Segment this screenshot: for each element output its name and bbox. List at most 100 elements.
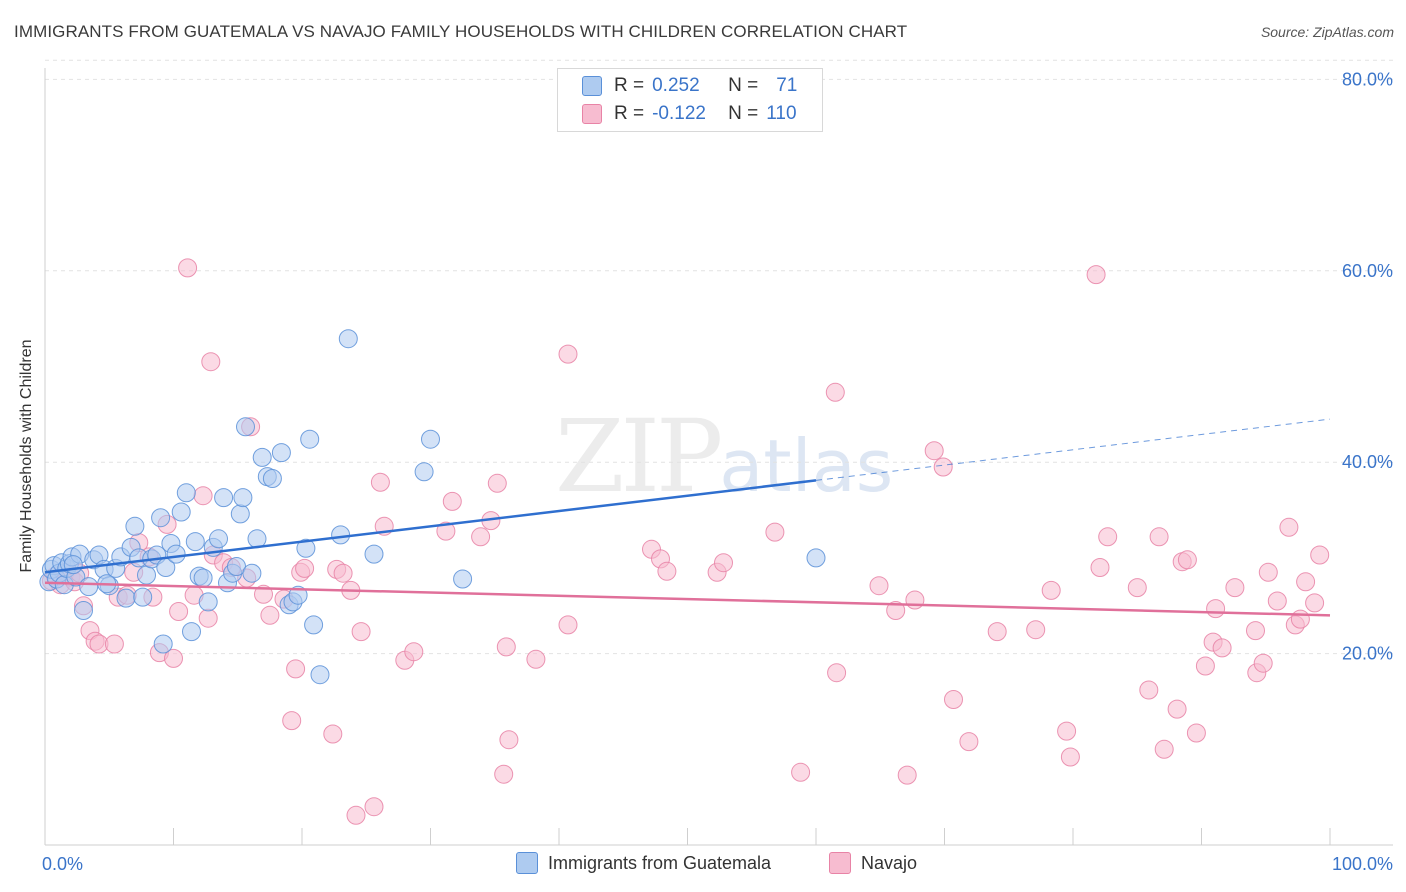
bottom-legend-label: Navajo: [861, 852, 918, 873]
guatemala-point: [252, 447, 272, 467]
navajo-point: [987, 622, 1007, 642]
x-tick-label-start: 0.0%: [42, 854, 83, 874]
guatemala-point: [300, 429, 320, 449]
navajo-point: [364, 797, 384, 817]
guatemala-points: [39, 329, 826, 685]
legend-r-label: R =: [614, 103, 645, 124]
navajo-point: [869, 576, 889, 596]
legend-row-navajo: R = -0.122 N = 110: [582, 102, 797, 126]
guatemala-point: [331, 525, 351, 545]
guatemala-point: [236, 417, 255, 437]
guatemala-point: [116, 588, 136, 608]
navajo-point: [351, 622, 371, 642]
navajo-point: [905, 590, 925, 610]
navajo-point: [333, 563, 353, 583]
navajo-point: [1246, 621, 1265, 641]
navajo-point: [1310, 545, 1330, 565]
navajo-point: [1305, 593, 1325, 613]
navajo-point: [1149, 527, 1169, 547]
navajo-point: [1060, 747, 1080, 767]
navajo-point: [282, 711, 302, 731]
navajo-point: [558, 615, 578, 635]
source-label: Source: ZipAtlas.com: [1260, 24, 1394, 40]
y-tick-label: 80.0%: [1342, 69, 1393, 89]
bottom-legend-swatch-pink: [829, 852, 851, 874]
correlation-legend: R = 0.252 N = 71 R = -0.122 N = 110: [557, 68, 823, 132]
navajo-point: [442, 491, 462, 511]
legend-r-value: 0.252: [652, 75, 700, 96]
navajo-point: [791, 762, 811, 782]
y-tick-label: 60.0%: [1342, 261, 1393, 281]
guatemala-point: [125, 516, 145, 536]
legend-r-label: R =: [614, 75, 645, 96]
y-axis-label: Family Households with Children: [18, 339, 35, 573]
guatemala-point: [193, 568, 213, 588]
navajo-point: [436, 521, 456, 541]
navajo-point: [1186, 723, 1206, 743]
legend-n-label: N =: [728, 103, 759, 124]
navajo-point: [1290, 609, 1310, 629]
navajo-point: [1195, 656, 1215, 676]
navajo-point: [295, 558, 315, 578]
guatemala-point: [182, 622, 201, 642]
guatemala-point: [414, 462, 434, 482]
guatemala-point: [310, 665, 330, 685]
legend-swatch-pink: [582, 104, 602, 124]
navajo-point: [346, 805, 366, 825]
guatemala-point: [137, 565, 156, 585]
guatemala-point: [74, 601, 93, 620]
legend-r-value: -0.122: [652, 103, 706, 124]
guatemala-point: [806, 548, 826, 568]
guatemala-point: [198, 592, 218, 612]
guatemala-point: [262, 469, 282, 488]
navajo-point: [193, 486, 213, 506]
navajo-point: [169, 602, 189, 621]
x-tick-label-end: 100.0%: [1332, 854, 1393, 874]
guatemala-point: [233, 488, 253, 508]
legend-swatch-blue: [582, 76, 602, 96]
navajo-point: [1296, 572, 1316, 592]
navajo-point: [198, 608, 218, 628]
navajo-point: [1279, 517, 1299, 537]
navajo-point: [558, 344, 578, 364]
navajo-point: [526, 649, 546, 669]
bottom-legend-guatemala: Immigrants from Guatemala: [516, 852, 771, 874]
guatemala-point: [296, 538, 316, 558]
y-tick-label: 40.0%: [1342, 452, 1393, 472]
guatemala-point: [304, 615, 324, 635]
navajo-point: [104, 634, 124, 654]
guatemala-point: [151, 508, 171, 528]
guatemala-point: [209, 529, 228, 549]
navajo-point: [944, 690, 963, 709]
navajo-points: [41, 258, 1330, 825]
navajo-point: [1267, 591, 1287, 611]
guatemala-point: [271, 443, 291, 463]
guatemala-point: [242, 563, 262, 583]
guatemala-point: [133, 587, 153, 607]
navajo-point: [178, 258, 198, 278]
legend-n-value: 110: [766, 103, 797, 124]
guatemala-trend-extension: [815, 418, 1331, 481]
guatemala-point: [166, 544, 186, 564]
guatemala-trend-line: [44, 479, 817, 574]
navajo-point: [1212, 638, 1232, 658]
navajo-point: [254, 584, 273, 604]
chart-title: IMMIGRANTS FROM GUATEMALA VS NAVAJO FAMI…: [14, 22, 908, 41]
navajo-point: [1090, 558, 1110, 577]
navajo-point: [827, 663, 847, 683]
navajo-point: [1098, 527, 1118, 547]
navajo-point: [1253, 653, 1273, 673]
navajo-point: [1041, 580, 1061, 600]
navajo-point: [1206, 599, 1226, 619]
navajo-point: [201, 352, 221, 372]
navajo-point: [487, 473, 507, 493]
navajo-point: [1139, 680, 1159, 700]
guatemala-point: [171, 502, 191, 522]
trend-lines: [44, 418, 1331, 617]
navajo-point: [933, 457, 953, 477]
navajo-point: [286, 659, 306, 679]
legend-n-label: N =: [728, 75, 759, 96]
navajo-point: [657, 561, 677, 581]
watermark-atlas: atlas: [719, 424, 894, 508]
navajo-point: [164, 648, 183, 668]
